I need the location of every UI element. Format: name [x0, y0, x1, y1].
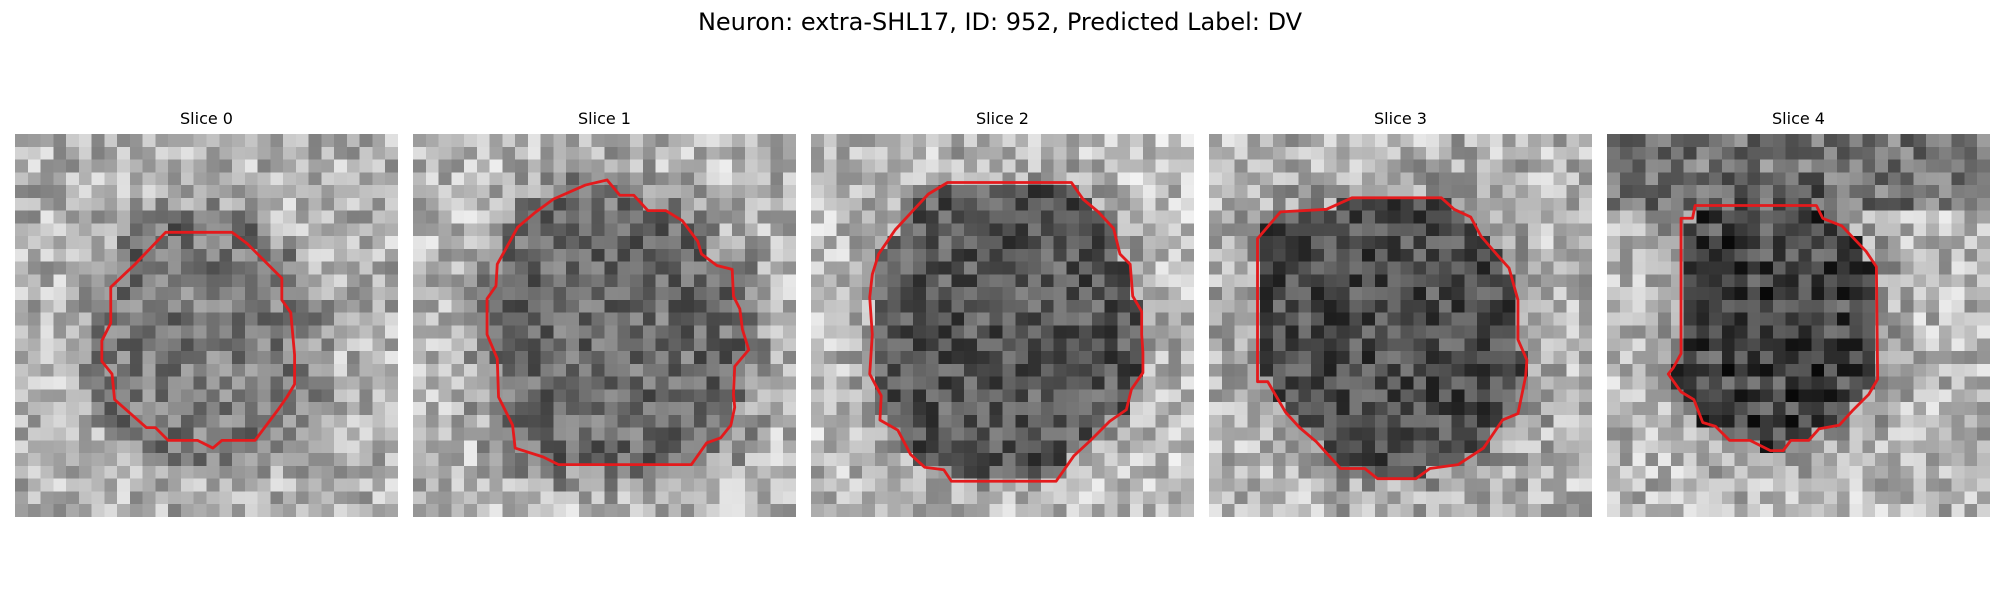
soma-outline [1666, 204, 1880, 453]
slice-title-0: Slice 0 [180, 109, 233, 128]
pixel-grid [811, 134, 1194, 517]
slice-panel-2: Slice 2 [811, 108, 1194, 518]
pixel-grid [413, 134, 796, 517]
figure-title: Neuron: extra-SHL17, ID: 952, Predicted … [697, 8, 1303, 36]
soma-outline [485, 178, 751, 467]
slice-image-2 [811, 134, 1194, 517]
slice-panel-4: Slice 4 [1607, 108, 1990, 518]
soma-outline [1256, 196, 1529, 481]
slice-panel-1: Slice 1 [413, 108, 796, 518]
slice-image-3 [1209, 134, 1592, 517]
pixel-grid [1209, 134, 1592, 517]
slice-panel-3: Slice 3 [1209, 108, 1592, 518]
slice-title-2: Slice 2 [976, 109, 1029, 128]
pixel-grid [15, 134, 398, 517]
slice-title-4: Slice 4 [1772, 109, 1825, 128]
slice-image-4 [1607, 134, 1990, 517]
slice-panel-0: Slice 0 [15, 108, 398, 518]
soma-outline [868, 181, 1145, 483]
soma-outline [100, 230, 296, 450]
slice-title-3: Slice 3 [1374, 109, 1427, 128]
slice-image-0 [15, 134, 398, 517]
slice-title-1: Slice 1 [578, 109, 631, 128]
pixel-grid [1607, 134, 1990, 517]
slice-image-1 [413, 134, 796, 517]
